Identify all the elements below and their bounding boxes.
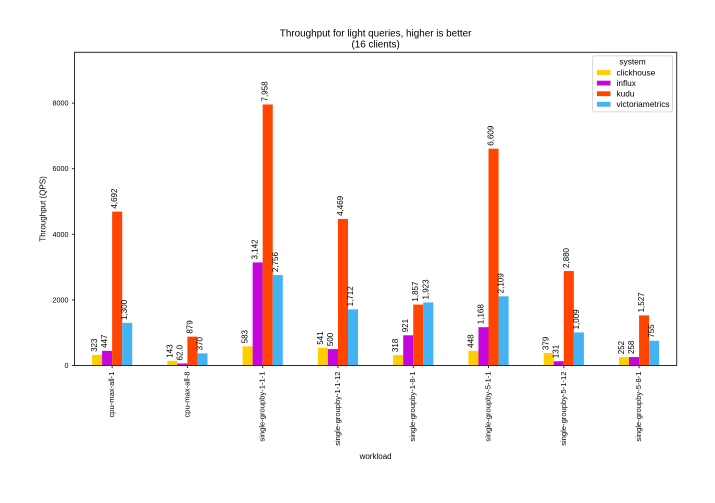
svg-text:4,469: 4,469 [336,195,345,216]
svg-text:2,756: 2,756 [271,252,280,273]
svg-text:single-groupby-5-1-1: single-groupby-5-1-1 [484,372,493,442]
svg-text:single-groupby-1-1-1: single-groupby-1-1-1 [258,372,267,442]
svg-text:370: 370 [195,336,204,350]
svg-text:Throughput (QPS): Throughput (QPS) [39,176,48,242]
svg-text:252: 252 [617,340,626,354]
svg-text:clickhouse: clickhouse [617,67,656,77]
svg-text:447: 447 [100,334,109,348]
svg-text:4000: 4000 [53,230,69,239]
svg-text:2,109: 2,109 [497,273,506,294]
svg-text:583: 583 [241,329,250,343]
svg-text:3,142: 3,142 [251,239,260,260]
svg-text:131: 131 [552,344,561,358]
svg-text:influx: influx [617,78,637,88]
svg-text:victoriametrics: victoriametrics [617,99,670,109]
svg-text:143: 143 [165,344,174,358]
svg-text:379: 379 [542,336,551,350]
svg-text:448: 448 [466,334,475,348]
svg-text:8000: 8000 [53,99,69,108]
svg-text:cpu-max-all-1: cpu-max-all-1 [107,372,116,418]
svg-text:(16 clients): (16 clients) [351,40,399,51]
svg-text:1,009: 1,009 [572,309,581,330]
svg-text:single-groupby-1-8-1: single-groupby-1-8-1 [408,372,417,442]
svg-text:workload: workload [359,452,392,461]
svg-text:541: 541 [316,331,325,345]
svg-text:1,923: 1,923 [421,279,430,300]
svg-text:6,609: 6,609 [487,125,496,146]
svg-text:cpu-max-all-8: cpu-max-all-8 [182,372,191,418]
svg-text:318: 318 [391,338,400,352]
svg-text:258: 258 [627,340,636,354]
svg-text:6000: 6000 [53,164,69,173]
svg-text:1,300: 1,300 [120,299,129,320]
svg-text:single-groupby-1-1-12: single-groupby-1-1-12 [333,372,342,446]
svg-text:755: 755 [647,324,656,338]
svg-text:323: 323 [90,338,99,352]
svg-text:Throughput for light queries,: Throughput for light queries, higher is … [280,29,472,40]
svg-text:921: 921 [401,318,410,332]
svg-text:879: 879 [185,320,194,334]
svg-text:500: 500 [326,332,335,346]
svg-text:1,168: 1,168 [476,304,485,325]
svg-text:1,857: 1,857 [411,281,420,302]
svg-text:7,958: 7,958 [261,81,270,102]
svg-text:1,527: 1,527 [637,292,646,313]
svg-text:1,712: 1,712 [346,286,355,307]
svg-text:0: 0 [65,361,69,370]
svg-text:system: system [619,57,645,67]
svg-text:2000: 2000 [53,295,69,304]
svg-text:single-groupby-5-8-1: single-groupby-5-8-1 [634,372,643,442]
svg-text:62.0: 62.0 [175,344,184,360]
svg-text:kudu: kudu [617,89,635,99]
svg-text:single-groupby-5-1-12: single-groupby-5-1-12 [559,372,568,446]
svg-text:2,880: 2,880 [562,247,571,268]
svg-text:4,692: 4,692 [110,188,119,209]
